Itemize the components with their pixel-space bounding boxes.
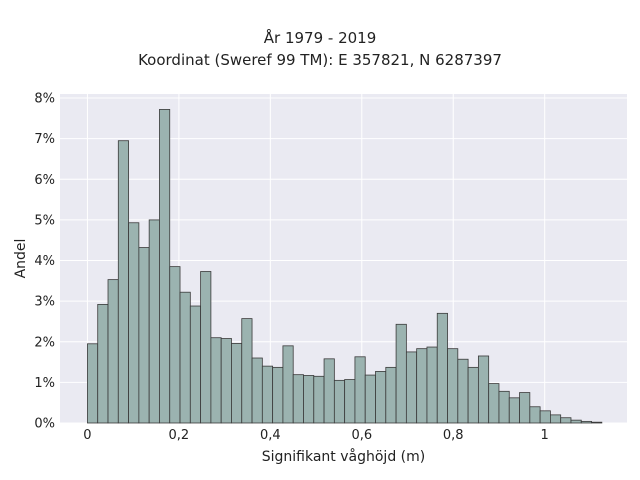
histogram-bar [447,348,459,424]
histogram-bar [231,342,243,424]
histogram-bar [477,355,490,424]
histogram-bar [261,365,274,424]
y-tick-label: 5% [34,213,55,228]
histogram-bar [354,356,366,424]
histogram-bar [580,420,592,424]
histogram-bar [97,303,109,424]
y-tick-label: 7% [34,132,55,147]
histogram-bar [560,417,572,424]
histogram-bar [282,345,294,424]
chart-title-line-2: Koordinat (Sweref 99 TM): E 357821, N 62… [138,51,502,69]
y-tick-label: 1% [34,376,55,391]
histogram-bar [159,109,171,424]
histogram-bar [138,247,150,424]
x-tick-label: 0 [83,428,91,443]
histogram-bar [313,375,325,424]
histogram-bar [364,374,376,424]
histogram-bar [189,305,202,424]
x-tick-label: 0,6 [351,428,372,443]
y-tick-label: 4% [34,254,55,269]
x-axis-label: Signifikant våghöjd (m) [262,448,425,465]
chart-title-line-1: År 1979 - 2019 [263,29,377,47]
histogram-bar [241,318,253,424]
histogram-bar [498,390,510,424]
histogram-bar [292,374,304,424]
histogram-bar [395,323,407,424]
histogram-bar [87,343,99,424]
histogram-bar [220,338,232,424]
histogram-bar [251,357,263,424]
histogram-bar [117,140,129,424]
histogram-bar [375,371,387,424]
histogram-bar [436,312,448,424]
y-tick-label: 3% [34,295,55,310]
histogram-bar [148,219,160,424]
histogram-bar [128,222,140,424]
histogram-bar [333,379,346,424]
histogram-bar [570,419,582,424]
histogram-bar [539,410,551,424]
histogram-bar [107,279,119,424]
histogram-bar [210,337,222,424]
histogram-bar [529,406,541,424]
x-tick-label: 0,2 [169,428,190,443]
histogram-bar [508,397,520,424]
x-tick-label: 0,8 [443,428,464,443]
x-tick-label: 1 [541,428,549,443]
histogram-bar [488,383,500,424]
x-tick-label: 0,4 [260,428,281,443]
histogram-bar [591,421,603,424]
histogram-bar [519,392,531,424]
y-tick-label: 2% [34,335,55,350]
histogram-bar [303,375,315,424]
histogram-bar [323,358,335,424]
histogram-bar [405,351,418,424]
histogram-bar [169,266,181,424]
histogram-bar [200,271,212,424]
histogram-bar [467,366,479,424]
y-tick-label: 0% [34,417,55,432]
histogram-bar [416,348,428,424]
histogram-bar [344,379,356,424]
histogram-bar [272,366,284,424]
y-axis-label: Andel [13,239,29,279]
y-tick-label: 8% [34,92,55,107]
histogram-bar [426,346,438,424]
histogram-bar [550,414,562,424]
histogram-bar [457,358,469,424]
histogram-bar [179,291,191,424]
y-tick-label: 6% [34,173,55,188]
histogram-bar [385,366,397,424]
